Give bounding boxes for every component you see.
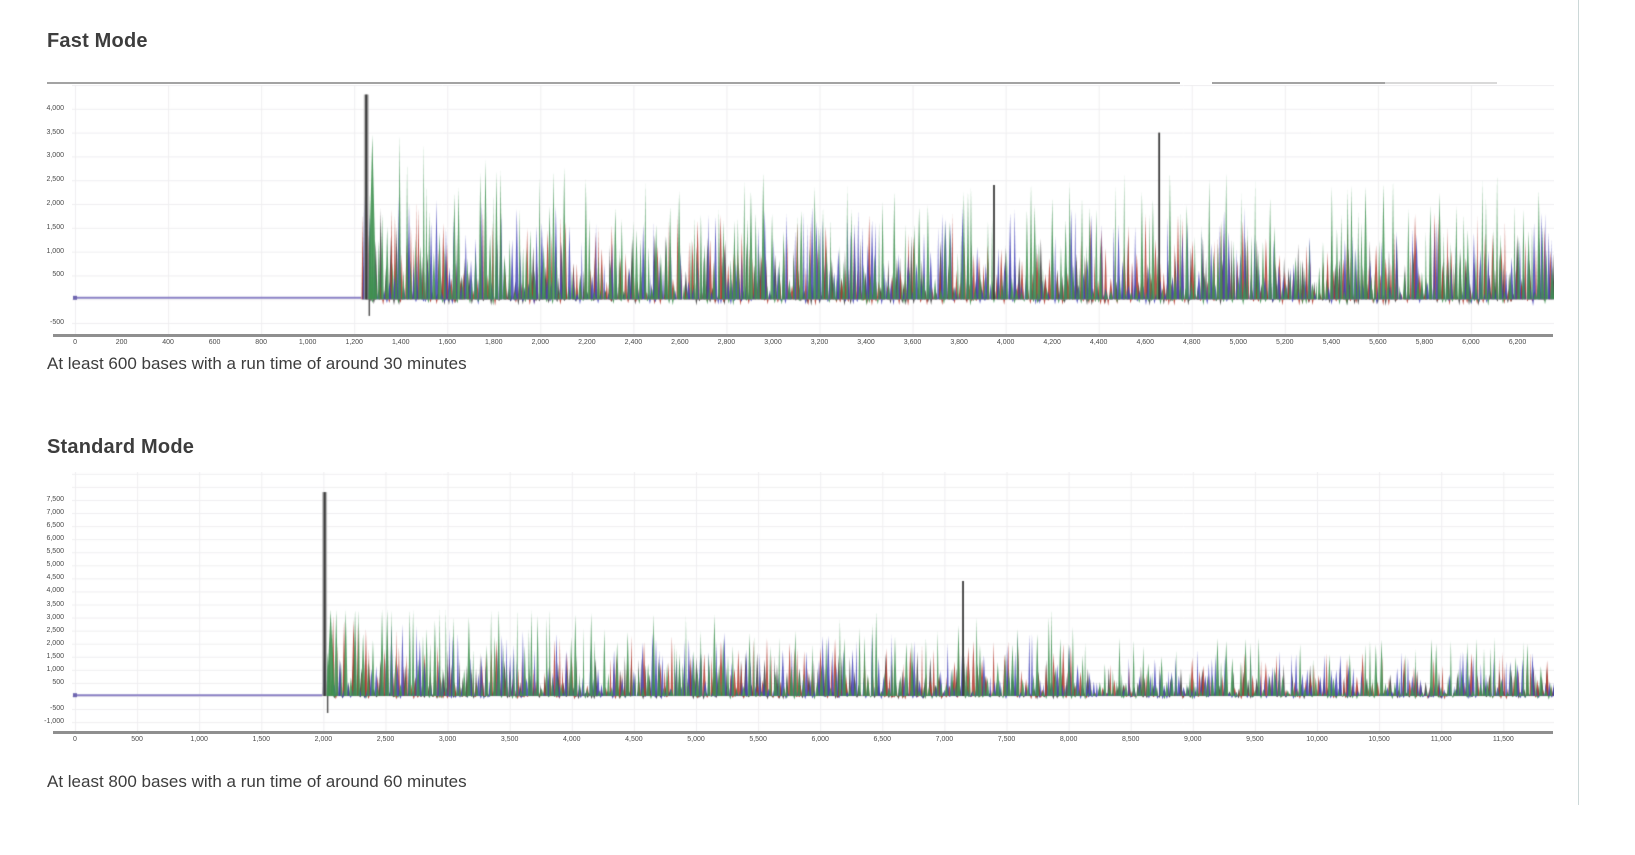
- y-tick-label: 6,500: [46, 522, 64, 530]
- y-axis-tick-labels: 7,500 7,000 6,500 6,000 5,500 5,000 4,500 4,000…: [0, 472, 66, 731]
- x-tick-label: 5,000: [1229, 339, 1248, 346]
- x-tick-label: 5,800: [1415, 339, 1434, 346]
- chart-caption-standard-mode: At least 800 bases with a run time of ar…: [47, 772, 467, 791]
- y-tick-label: 4,500: [46, 574, 64, 582]
- y-tick-label: -1,000: [44, 718, 64, 726]
- x-tick-label: 7,000: [935, 736, 954, 743]
- x-tick-label: 6,000: [811, 736, 829, 743]
- x-tick-label: 5,500: [749, 736, 767, 743]
- x-tick-label: 2,500: [376, 736, 395, 743]
- x-tick-label: 3,500: [500, 736, 519, 743]
- y-tick-label: 500: [52, 271, 64, 279]
- x-tick-label: 3,400: [857, 339, 875, 346]
- x-tick-label: 5,400: [1322, 339, 1341, 346]
- x-tick-label: 5,000: [687, 736, 705, 743]
- x-tick-label: 3,800: [950, 339, 968, 346]
- y-tick-label: 3,500: [46, 600, 64, 608]
- x-tick-label: 6,500: [873, 736, 892, 743]
- x-tick-label: 3,600: [903, 339, 922, 346]
- y-tick-label: 7,500: [46, 495, 64, 503]
- x-tick-label: 2,200: [578, 339, 596, 346]
- y-tick-label: 6,000: [46, 535, 64, 543]
- x-tick-label: 1,800: [485, 339, 503, 346]
- x-tick-label: 4,500: [625, 736, 643, 743]
- chart-title-standard-mode: Standard Mode: [47, 436, 195, 458]
- x-axis-line: [53, 334, 1553, 337]
- y-tick-label: 4,000: [46, 587, 64, 595]
- x-tick-label: 2,000: [314, 736, 333, 743]
- y-tick-label: 1,500: [46, 652, 64, 660]
- x-tick-label: 8,000: [1059, 736, 1078, 743]
- y-tick-label: -500: [49, 705, 64, 713]
- y-tick-label: -500: [49, 319, 64, 327]
- x-tick-label: 9,000: [1184, 736, 1202, 743]
- x-tick-label: 1,200: [345, 339, 363, 346]
- x-tick-label: 1,400: [391, 339, 410, 346]
- y-tick-label: 1,000: [46, 665, 64, 673]
- x-axis-line: [53, 731, 1553, 734]
- x-tick-label: 7,500: [997, 736, 1016, 743]
- x-tick-label: 0: [73, 736, 77, 743]
- chart-caption-fast-mode: At least 600 bases with a run time of ar…: [47, 354, 467, 373]
- y-tick-label: 2,000: [46, 200, 64, 208]
- x-tick-label: 600: [208, 339, 221, 346]
- page-right-border: [1578, 0, 1579, 805]
- x-axis-tick-labels: 0 200 400 600 800 1,000 1,200 1,400 1,600 1,800 2,…: [72, 339, 1554, 349]
- x-tick-label: 3,000: [438, 736, 457, 743]
- y-axis-tick-labels: 4,000 3,500 3,000 2,500 2,000 1,500 1,000 500 -5…: [0, 85, 66, 334]
- y-tick-label: 3,000: [46, 152, 64, 160]
- x-tick-label: 8,500: [1121, 736, 1140, 743]
- chart-top-border-segment: [47, 82, 1180, 84]
- x-tick-label: 11,000: [1430, 736, 1452, 743]
- y-tick-label: 2,500: [46, 176, 64, 184]
- x-tick-label: 1,000: [298, 339, 317, 346]
- chart-top-border-segment: [1212, 82, 1385, 84]
- y-tick-label: 3,000: [46, 613, 64, 621]
- x-tick-label: 400: [162, 339, 174, 346]
- x-tick-label: 9,500: [1246, 736, 1264, 743]
- x-tick-label: 4,200: [1043, 339, 1061, 346]
- x-axis-tick-labels: 0 500 1,000 1,500 2,000 2,500 3,000 3,500 4,000 4…: [72, 736, 1554, 746]
- x-tick-label: 3,000: [764, 339, 782, 346]
- x-tick-label: 1,600: [438, 339, 457, 346]
- chart-top-border-segment: [1385, 82, 1497, 84]
- x-tick-label: 200: [115, 339, 128, 346]
- x-tick-label: 6,200: [1508, 339, 1527, 346]
- x-tick-label: 6,000: [1462, 339, 1480, 346]
- y-tick-label: 1,000: [46, 247, 64, 255]
- x-tick-label: 4,400: [1089, 339, 1108, 346]
- x-tick-label: 2,400: [624, 339, 643, 346]
- x-tick-label: 4,600: [1136, 339, 1154, 346]
- x-tick-label: 2,600: [671, 339, 689, 346]
- y-tick-label: 5,000: [46, 561, 64, 569]
- y-tick-label: 500: [52, 678, 64, 686]
- y-tick-label: 3,500: [46, 128, 64, 136]
- x-tick-label: 1,000: [190, 736, 208, 743]
- y-tick-label: 1,500: [46, 223, 64, 231]
- x-tick-label: 4,000: [563, 736, 581, 743]
- x-tick-label: 11,500: [1492, 736, 1514, 743]
- x-tick-label: 5,600: [1369, 339, 1387, 346]
- y-tick-label: 2,500: [46, 626, 64, 634]
- y-tick-label: 7,000: [46, 509, 64, 517]
- x-tick-label: 5,200: [1276, 339, 1294, 346]
- x-tick-label: 1,500: [252, 736, 271, 743]
- chart-title-fast-mode: Fast Mode: [47, 30, 148, 52]
- x-tick-label: 2,000: [531, 339, 550, 346]
- x-tick-label: 4,800: [1182, 339, 1201, 346]
- electropherogram-canvas-standard: [72, 472, 1554, 731]
- x-tick-label: 3,200: [810, 339, 829, 346]
- x-tick-label: 800: [255, 339, 267, 346]
- x-tick-label: 0: [73, 339, 77, 346]
- x-tick-label: 2,800: [717, 339, 736, 346]
- y-tick-label: 4,000: [46, 104, 64, 112]
- x-tick-label: 500: [131, 736, 143, 743]
- y-tick-label: 2,000: [46, 639, 64, 647]
- x-tick-label: 10,000: [1306, 736, 1328, 743]
- electropherogram-canvas-fast: [72, 85, 1554, 334]
- x-tick-label: 4,000: [996, 339, 1015, 346]
- x-tick-label: 10,500: [1368, 736, 1390, 743]
- y-tick-label: 5,500: [46, 548, 64, 556]
